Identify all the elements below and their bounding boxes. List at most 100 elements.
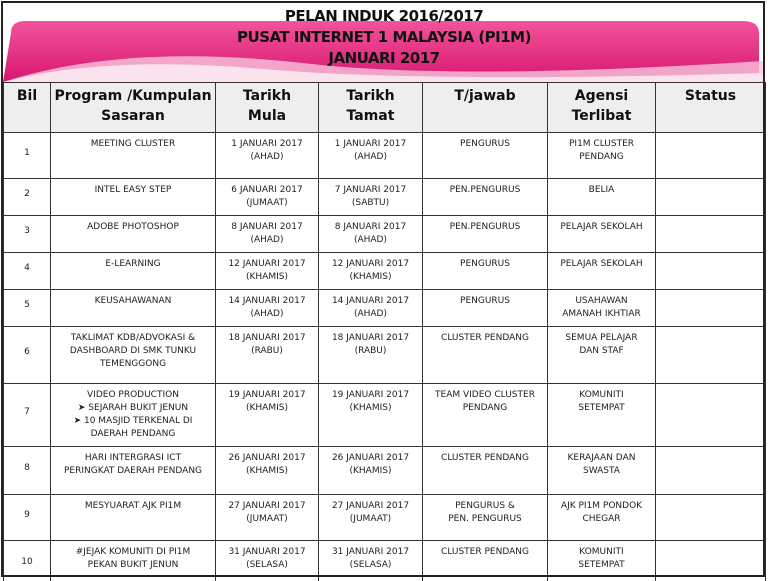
table-row: 5 KEUSAHAWANAN 14 JANUARI 2017 (AHAD) 14 JAN… [3, 289, 766, 327]
tjawab-line: PEN. PENGURUS [448, 514, 522, 524]
tjawab-line: TEAM VIDEO CLUSTER [435, 390, 535, 400]
cell-agensi: KOMUNITI SETEMPAT [547, 540, 656, 581]
mula-line: (AHAD) [250, 235, 284, 245]
column-header: Agensi Terlibat [547, 82, 656, 133]
program-line: KEUSAHAWANAN [94, 296, 172, 306]
cell-tjawab: CLUSTER PENDANG [422, 446, 548, 495]
tamat-line: (SABTU) [351, 198, 390, 208]
cell-mula: 18 JANUARI 2017 (RABU) [215, 326, 319, 384]
program-line: ➤ SEJARAH BUKIT JENUN [77, 403, 189, 413]
cell-mula: 26 JANUARI 2017 (KHAMIS) [215, 446, 319, 495]
program-line: INTEL EASY STEP [94, 185, 172, 195]
cell-agensi: AJK PI1M PONDOK CHEGAR [547, 494, 656, 541]
column-header-text: Tarikh [242, 88, 292, 104]
cell-agensi: PI1M CLUSTER PENDANG [547, 132, 656, 179]
mula-line: (JUMAAT) [246, 514, 288, 524]
cell-status [655, 215, 766, 253]
tamat-line: 31 JANUARI 2017 [331, 547, 410, 557]
tjawab-line: CLUSTER PENDANG [441, 333, 529, 343]
tamat-line: 8 JANUARI 2017 [334, 222, 407, 232]
mula-line: (AHAD) [250, 309, 284, 319]
cell-tamat: 8 JANUARI 2017 (AHAD) [318, 215, 423, 253]
tjawab-line: PENGURUS & [455, 501, 515, 511]
mula-line: 19 JANUARI 2017 [228, 390, 306, 400]
cell-bil: 7 [3, 383, 51, 447]
column-header: Status [655, 82, 766, 133]
cell-tamat: 14 JANUARI 2017 (AHAD) [318, 289, 423, 327]
program-line: VIDEO PRODUCTION [87, 390, 179, 400]
agensi-line: DAN STAF [579, 346, 624, 356]
column-header-text: Status [684, 88, 737, 104]
title-line-1: PELAN INDUK 2016/2017 [284, 7, 484, 25]
mula-line: 27 JANUARI 2017 [228, 501, 306, 511]
agensi-line: USAHAWAN [575, 296, 628, 306]
column-header-text: Agensi [574, 88, 629, 104]
mula-line: (KHAMIS) [246, 272, 288, 282]
column-header-text: Tarikh [346, 88, 395, 104]
agensi-line: SWASTA [583, 466, 620, 476]
agensi-line: SEMUA PELAJAR [565, 333, 638, 343]
cell-mula: 6 JANUARI 2017 (JUMAAT) [215, 178, 319, 216]
tjawab-line: PEN.PENGURUS [449, 185, 521, 195]
table-row: 9 MESYUARAT AJK PI1M 27 JANUARI 2017 (JUMAA… [3, 494, 766, 541]
mula-line: (RABU) [251, 346, 283, 356]
agensi-line: KOMUNITI [579, 390, 624, 400]
table-row: 4 E-LEARNING 12 JANUARI 2017 (KHAMIS) 12 JAN… [3, 252, 766, 290]
table-header-row: Bil Program /Kumpulan Sasaran Tarikh Mula Tar… [3, 82, 766, 133]
cell-mula: 14 JANUARI 2017 (AHAD) [215, 289, 319, 327]
cell-tamat: 1 JANUARI 2017 (AHAD) [318, 132, 423, 179]
cell-status [655, 252, 766, 290]
mula-line: 8 JANUARI 2017 [231, 222, 303, 232]
cell-program: INTEL EASY STEP [50, 178, 216, 216]
mula-line: (SELASA) [246, 560, 288, 570]
table-row: 1 MEETING CLUSTER 1 JANUARI 2017 (AHAD) 1 JA… [3, 132, 766, 179]
tamat-line: 26 JANUARI 2017 [331, 453, 410, 463]
mula-line: 31 JANUARI 2017 [228, 547, 306, 557]
tamat-line: (AHAD) [353, 235, 388, 245]
agensi-line: PELAJAR SEKOLAH [560, 222, 643, 232]
column-header-text: Terlibat [571, 108, 632, 124]
program-line: E-LEARNING [105, 259, 161, 269]
program-line: DAERAH PENDANG [90, 429, 176, 439]
agensi-line: SETEMPAT [578, 560, 625, 570]
program-line: ADOBE PHOTOSHOP [87, 222, 179, 232]
cell-tamat: 27 JANUARI 2017 (JUMAAT) [318, 494, 423, 541]
program-line: MEETING CLUSTER [90, 139, 176, 149]
tamat-line: (SELASA) [349, 560, 392, 570]
tamat-line: 7 JANUARI 2017 [334, 185, 407, 195]
program-line: HARI INTERGRASI ICT [84, 453, 182, 463]
table-row: 7 VIDEO PRODUCTION ➤ SEJARAH BUKIT JENUN ➤ … [3, 383, 766, 447]
cell-tjawab: TEAM VIDEO CLUSTER PENDANG [422, 383, 548, 447]
mula-line: 18 JANUARI 2017 [228, 333, 306, 343]
document-title: PELAN INDUK 2016/2017 PUSAT INTERNET 1 M… [0, 6, 768, 69]
cell-bil: 8 [3, 446, 51, 495]
cell-tjawab: CLUSTER PENDANG [422, 540, 548, 581]
mula-line: 26 JANUARI 2017 [228, 453, 306, 463]
column-header-text: Tamat [346, 108, 395, 124]
tamat-line: (KHAMIS) [349, 403, 392, 413]
program-line: MESYUARAT AJK PI1M [84, 501, 182, 511]
cell-tamat: 7 JANUARI 2017 (SABTU) [318, 178, 423, 216]
cell-agensi: PELAJAR SEKOLAH [547, 215, 656, 253]
cell-bil: 2 [3, 178, 51, 216]
cell-mula: 8 JANUARI 2017 (AHAD) [215, 215, 319, 253]
mula-line: 6 JANUARI 2017 [231, 185, 303, 195]
agensi-line: PI1M CLUSTER [568, 139, 635, 149]
cell-agensi: KOMUNITI SETEMPAT [547, 383, 656, 447]
column-header-text: Mula [247, 108, 287, 124]
cell-program: HARI INTERGRASI ICT PERINGKAT DAERAH PEND… [50, 446, 216, 495]
program-line: DASHBOARD DI SMK TUNKU [69, 346, 197, 356]
tamat-line: 27 JANUARI 2017 [331, 501, 410, 511]
tamat-line: 12 JANUARI 2017 [331, 259, 410, 269]
column-header: Bil [3, 82, 51, 133]
program-line: TEMENGGONG [99, 359, 167, 369]
agensi-line: SETEMPAT [578, 403, 625, 413]
cell-mula: 19 JANUARI 2017 (KHAMIS) [215, 383, 319, 447]
cell-agensi: USAHAWAN AMANAH IKHTIAR [547, 289, 656, 327]
tjawab-line: PENGURUS [460, 296, 510, 306]
schedule-table: Bil Program /Kumpulan Sasaran Tarikh Mula Tar… [3, 82, 766, 581]
mula-line: (KHAMIS) [246, 466, 288, 476]
tamat-line: (JUMAAT) [349, 514, 392, 524]
